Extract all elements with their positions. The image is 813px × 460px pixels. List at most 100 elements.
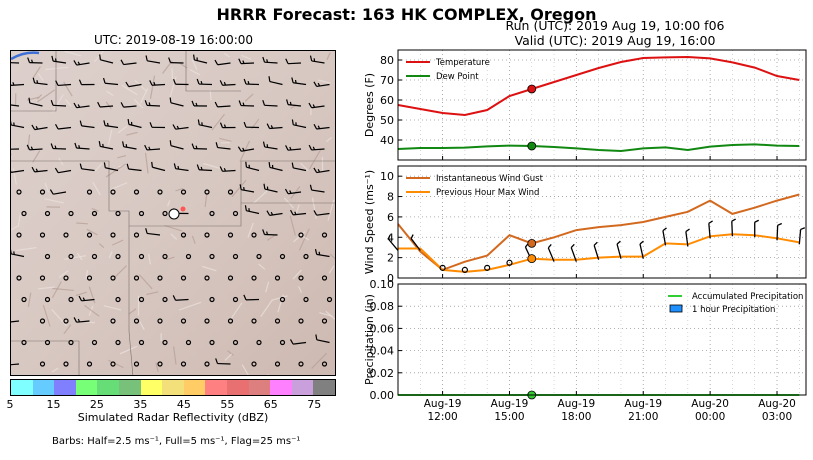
terrain-ridge	[146, 291, 159, 296]
wind-barb	[243, 78, 260, 86]
terrain-ridge	[258, 263, 266, 270]
calm-wind-marker	[232, 296, 239, 303]
wind-barb	[291, 119, 307, 129]
wind-barb	[214, 101, 231, 108]
calm-wind-marker	[298, 232, 304, 238]
calm-wind-marker	[39, 232, 46, 238]
calm-wind-marker	[21, 339, 27, 346]
radar-map[interactable]	[10, 50, 336, 376]
colorbar-ticks: 5 15 25 35 45 55 65 75	[7, 398, 322, 411]
legend-label: Dew Point	[436, 72, 479, 82]
terrain-ridge	[83, 304, 100, 317]
wind-barb	[169, 97, 184, 107]
terrain-ridge	[295, 204, 300, 215]
wind-barbs	[11, 54, 333, 367]
chart-panel-3: 0.00 0.02 0.04 0.06 0.08 0.10 Precipitation (i…	[363, 278, 807, 402]
terrain-ridge	[12, 168, 17, 185]
terrain-ridge	[37, 72, 44, 82]
calm-wind-marker	[115, 339, 121, 346]
terrain-ridge	[27, 292, 32, 307]
timeseries-wind-barb	[662, 227, 667, 246]
terrain-ridge	[191, 58, 198, 70]
terrain-ridge	[144, 152, 149, 174]
terrain-ridge	[85, 321, 95, 324]
terrain-ridge	[119, 345, 138, 355]
calm-wind-marker	[461, 266, 468, 273]
calm-wind-marker	[303, 253, 309, 260]
calm-wind-marker	[21, 296, 27, 303]
terrain-ridge	[271, 295, 288, 301]
calm-wind-marker	[138, 253, 145, 260]
wind-barb	[245, 161, 260, 172]
calm-wind-marker	[86, 275, 93, 281]
wind-barb	[262, 56, 278, 64]
x-tick-label: 21:00	[628, 411, 658, 423]
terrain-ridge	[311, 197, 317, 219]
calm-wind-marker	[204, 232, 210, 238]
wind-barb	[122, 141, 137, 150]
colorbar-swatch	[140, 380, 163, 395]
wind-barb	[26, 144, 43, 151]
terrain-ridge	[325, 136, 333, 143]
wind-barb	[98, 141, 114, 150]
terrain-ridge	[170, 233, 178, 240]
y-tick-label: 0	[387, 272, 394, 285]
wind-barb	[168, 57, 184, 64]
calm-wind-marker	[138, 296, 145, 303]
terrain-ridge	[94, 163, 103, 172]
terrain-ridge	[15, 246, 37, 252]
calm-wind-marker	[63, 318, 69, 324]
terrain-ridge	[165, 256, 175, 261]
current-time-marker	[527, 84, 537, 94]
terrain-ridge	[209, 89, 212, 101]
wind-barb	[262, 100, 278, 107]
calm-wind-marker	[157, 361, 163, 367]
wind-barb	[31, 166, 48, 173]
terrain-ridge	[311, 352, 328, 369]
wind-barb	[28, 97, 43, 107]
x-tick-label: 12:00	[427, 411, 457, 423]
wind-barb	[214, 59, 231, 66]
colorbar-swatch	[118, 380, 141, 395]
calm-wind-marker	[321, 361, 328, 367]
terrain-ridge	[260, 299, 273, 317]
calm-wind-marker	[279, 339, 286, 346]
calm-wind-marker	[39, 189, 46, 195]
terrain-ridge	[44, 198, 64, 204]
terrain-ridge	[140, 88, 149, 104]
wind-barb	[308, 144, 325, 151]
x-tick-label: Aug-19	[558, 398, 596, 410]
y-axis-label: Wind Speed (ms⁻¹)	[363, 170, 376, 274]
terrain-ridge	[328, 265, 335, 274]
wind-barb	[266, 210, 283, 216]
calm-wind-marker	[227, 318, 234, 324]
terrain-ridge	[202, 265, 217, 272]
calm-wind-marker	[138, 210, 145, 217]
terrain-ridge	[64, 51, 82, 57]
terrain-ridge	[329, 253, 335, 260]
calm-wind-marker	[251, 275, 257, 281]
calm-wind-marker	[298, 275, 304, 281]
terrain-ridge	[204, 194, 208, 208]
y-tick-label: 8	[387, 191, 394, 204]
colorbar-swatch	[205, 380, 227, 395]
wind-barb	[103, 162, 119, 172]
wind-barb	[291, 77, 307, 86]
calm-wind-marker	[274, 318, 281, 324]
timeseries-wind-barb	[616, 240, 622, 259]
series-line	[397, 55, 800, 117]
calm-wind-marker	[68, 339, 74, 346]
terrain-ridge	[241, 54, 252, 60]
calm-wind-marker	[185, 253, 192, 260]
terrain-ridge	[63, 81, 73, 97]
terrain-ridge	[76, 222, 88, 225]
terrain-ridge	[86, 228, 98, 236]
terrain-ridge	[107, 129, 113, 146]
calm-wind-marker	[91, 210, 98, 217]
calm-wind-marker	[274, 361, 281, 367]
calm-wind-marker	[44, 210, 51, 217]
terrain-ridge	[138, 274, 153, 290]
colorbar-tick-label: 65	[264, 398, 278, 411]
calm-wind-marker	[21, 210, 27, 217]
y-tick-label: 80	[380, 54, 394, 67]
